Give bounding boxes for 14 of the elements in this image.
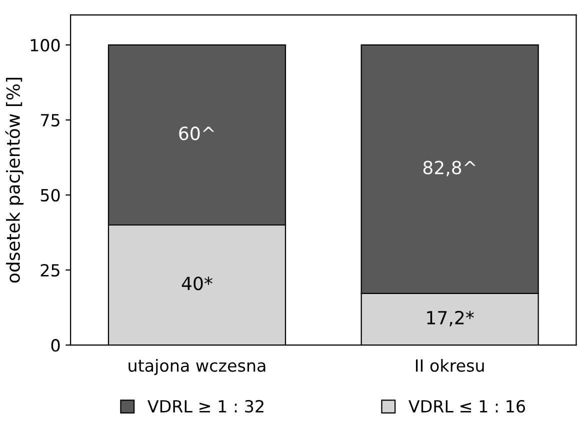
data-label: 60^	[179, 126, 214, 140]
data-label: 82,8^	[423, 160, 476, 176]
data-label: 17,2*	[427, 310, 474, 326]
y-tick-label: 75	[40, 114, 60, 127]
x-tick-label: II okresu	[416, 358, 484, 372]
y-axis-title: odsetek pacjentów [%]	[5, 78, 24, 283]
legend-label: VDRL ≥ 1 : 32	[148, 400, 264, 413]
y-tick-label: 50	[40, 188, 60, 202]
y-tick-label: 25	[40, 264, 60, 277]
data-label: 40*	[182, 276, 212, 290]
y-tick-label: 0	[51, 339, 60, 352]
y-tick-label: 100	[30, 38, 60, 52]
legend-label: VDRL ≤ 1 : 16	[408, 400, 526, 413]
x-tick-label: utajona wczesna	[128, 358, 266, 376]
